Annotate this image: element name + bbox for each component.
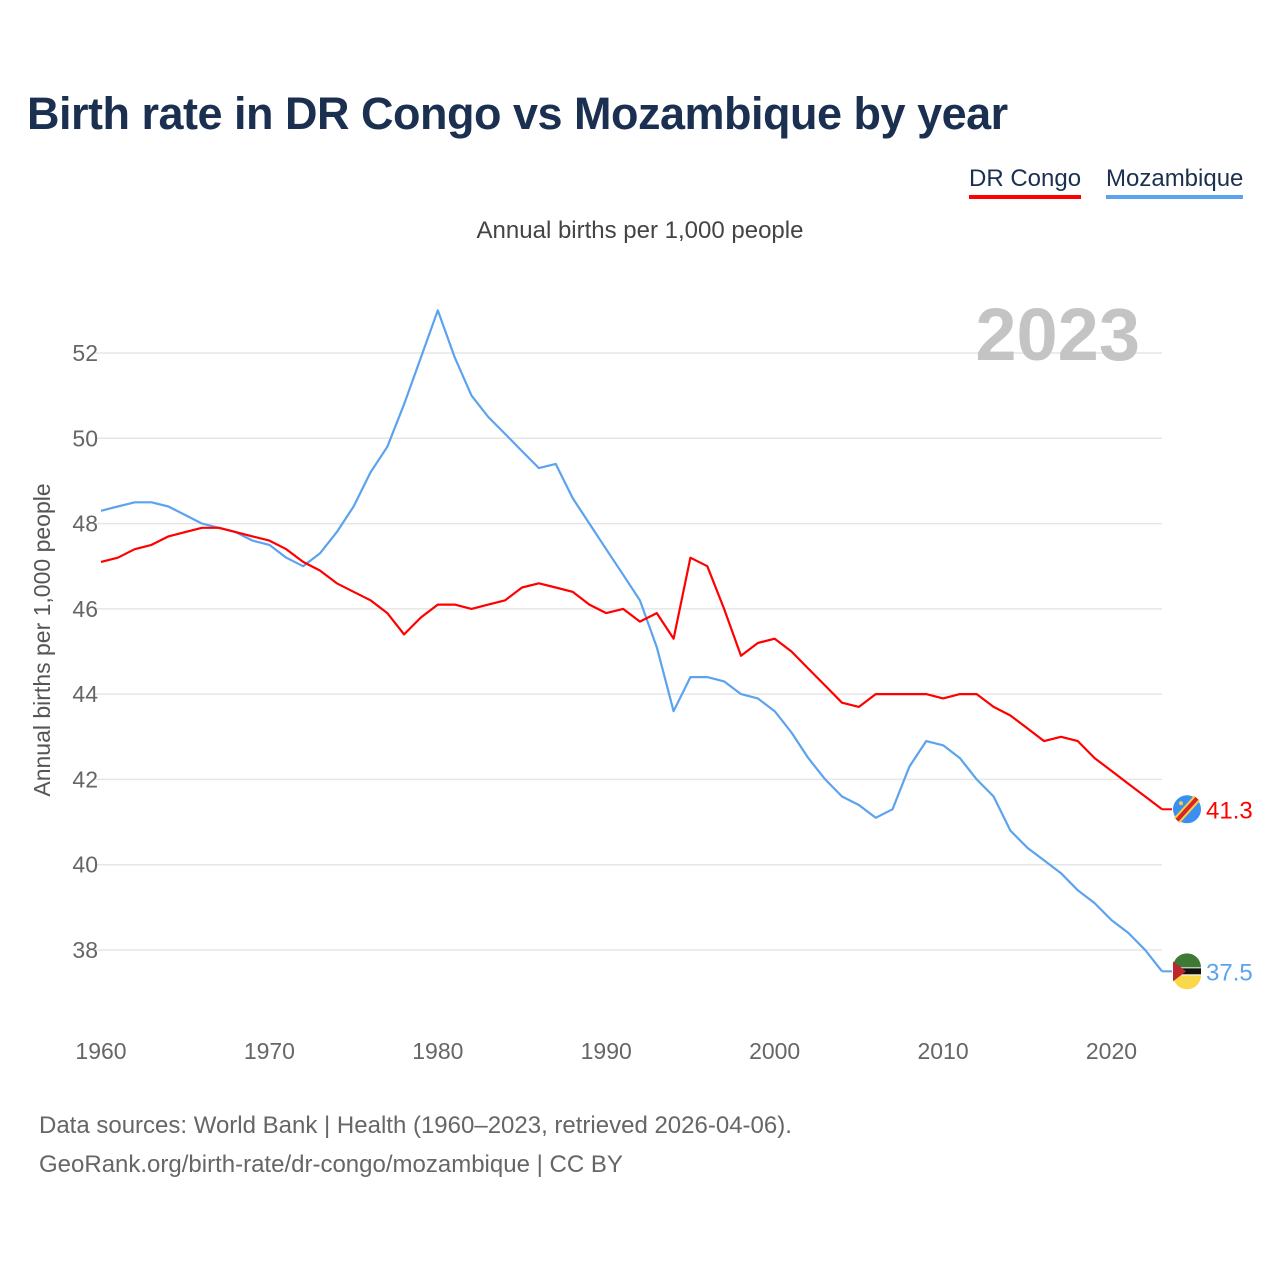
- x-tick-label: 1960: [75, 1038, 126, 1064]
- series-line-mozambique: [100, 309, 1163, 972]
- y-tick-label: 52: [72, 340, 98, 366]
- end-value-label-dr-congo: 41.3: [1206, 797, 1253, 824]
- y-tick-label: 44: [72, 681, 98, 707]
- footer-url[interactable]: GeoRank.org/birth-rate/dr-congo/mozambiq…: [39, 1151, 623, 1178]
- x-tick-label: 2020: [1086, 1038, 1137, 1064]
- year-watermark: 2023: [975, 293, 1140, 376]
- y-tick-label: 46: [72, 596, 98, 622]
- flag-black: [1173, 968, 1201, 975]
- flag-star: [1179, 801, 1183, 806]
- y-tick-label: 40: [72, 852, 98, 878]
- end-value-label-mozambique: 37.5: [1206, 959, 1253, 986]
- flag-dr-congo-icon: [1173, 795, 1201, 824]
- flag-yellow: [1173, 975, 1201, 990]
- x-tick-label: 1980: [412, 1038, 463, 1064]
- y-tick-label: 38: [72, 937, 98, 963]
- y-tick-label: 42: [72, 766, 98, 792]
- series-line-dr-congo: [100, 526, 1163, 811]
- flag-triangle: [1173, 961, 1186, 982]
- chart-subtitle: Annual births per 1,000 people: [476, 217, 804, 244]
- chart-title: Birth rate in DR Congo vs Mozambique by …: [27, 88, 1008, 139]
- x-tick-label: 1990: [581, 1038, 632, 1064]
- x-tick-label: 1970: [244, 1038, 295, 1064]
- legend-mozambique[interactable]: Mozambique: [1106, 165, 1244, 199]
- footer: Data sources: World Bank | Health (1960–…: [39, 1106, 792, 1184]
- y-tick-label: 48: [72, 511, 98, 537]
- y-tick-label: 50: [72, 425, 98, 451]
- flag-mozambique-icon: [1173, 953, 1201, 990]
- flag-stripe-red: [1175, 796, 1199, 822]
- x-tick-label: 2010: [917, 1038, 968, 1064]
- footer-sources: Data sources: World Bank | Health (1960–…: [39, 1112, 792, 1139]
- y-axis-label: Annual births per 1,000 people: [29, 483, 55, 796]
- legend-dr-congo[interactable]: DR Congo: [969, 165, 1082, 199]
- flag-green: [1173, 953, 1201, 968]
- x-tick-label: 2000: [749, 1038, 800, 1064]
